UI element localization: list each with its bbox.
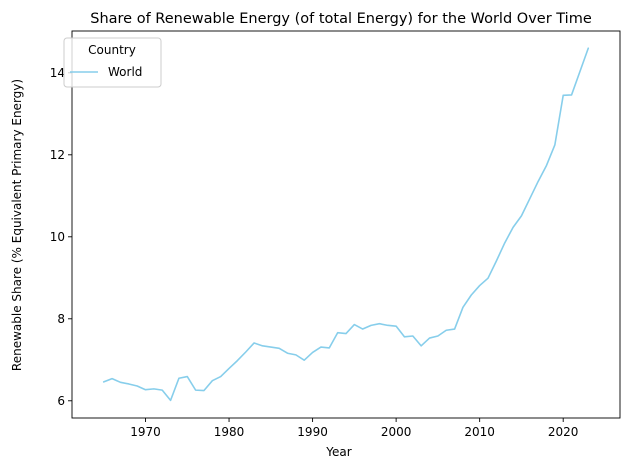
data-point [529,198,531,200]
data-point [462,307,464,309]
data-point [504,242,506,244]
data-point [136,385,138,387]
data-point [362,328,364,330]
data-point [554,144,556,146]
data-point [562,95,564,97]
y-tick-label: 8 [57,312,65,326]
x-tick-label: 1980 [214,425,245,439]
data-point [345,333,347,335]
y-tick-label: 6 [57,394,65,408]
data-point [270,346,272,348]
legend: Country World [63,37,162,88]
data-point [445,329,447,331]
data-point [161,389,163,391]
legend-label-world: World [108,65,142,79]
data-point [287,352,289,354]
y-tick-label: 14 [50,66,65,80]
plot-area [102,47,590,402]
data-point [228,368,230,370]
data-point [587,47,589,49]
legend-title: Country [88,43,136,57]
data-point [521,215,523,217]
x-tick-label: 1990 [297,425,328,439]
data-point [253,342,255,344]
data-point [454,328,456,330]
data-point [295,354,297,356]
data-point [111,378,113,380]
data-point [512,227,514,229]
data-point [170,400,172,402]
data-point [379,323,381,325]
data-point [337,332,339,334]
data-point [354,324,356,326]
data-point [178,377,180,379]
x-axis-label: Year [325,445,351,459]
data-point [237,360,239,362]
data-point [278,348,280,350]
data-point [412,335,414,337]
x-axis: 1970 1980 1990 2000 2010 2020 [130,418,578,439]
data-point [262,345,264,347]
x-tick-label: 2010 [464,425,495,439]
data-point [195,389,197,391]
data-point [546,165,548,167]
data-point [212,380,214,382]
data-point [153,388,155,390]
y-axis: 6 8 10 12 14 [50,66,72,408]
data-point [128,383,130,385]
series-line-world [102,47,590,402]
chart-title: Share of Renewable Energy (of total Ener… [90,11,592,27]
data-point [220,376,222,378]
data-point [571,94,573,96]
data-point [103,381,105,383]
legend-box [63,37,162,88]
data-point [537,181,539,183]
data-point [429,337,431,339]
data-point [437,335,439,337]
data-point [420,345,422,347]
x-tick-label: 1970 [130,425,161,439]
y-tick-label: 10 [50,230,65,244]
data-point [245,351,247,353]
data-point [395,325,397,327]
data-point [471,294,473,296]
data-point [145,389,147,391]
data-point [496,260,498,262]
x-tick-label: 2020 [548,425,579,439]
data-point [370,325,372,327]
data-point [120,382,122,384]
data-point [303,359,305,361]
data-point [487,277,489,279]
data-point [479,285,481,287]
data-point [203,390,205,392]
data-point [579,71,581,73]
plot-frame [71,30,621,419]
data-point [320,346,322,348]
x-tick-label: 2000 [381,425,412,439]
data-point [404,336,406,338]
data-point [186,376,188,378]
data-point [328,347,330,349]
y-axis-label: Renewable Share (% Equivalent Primary En… [10,79,24,371]
data-point [312,352,314,354]
y-tick-label: 12 [50,148,65,162]
data-point [387,325,389,327]
